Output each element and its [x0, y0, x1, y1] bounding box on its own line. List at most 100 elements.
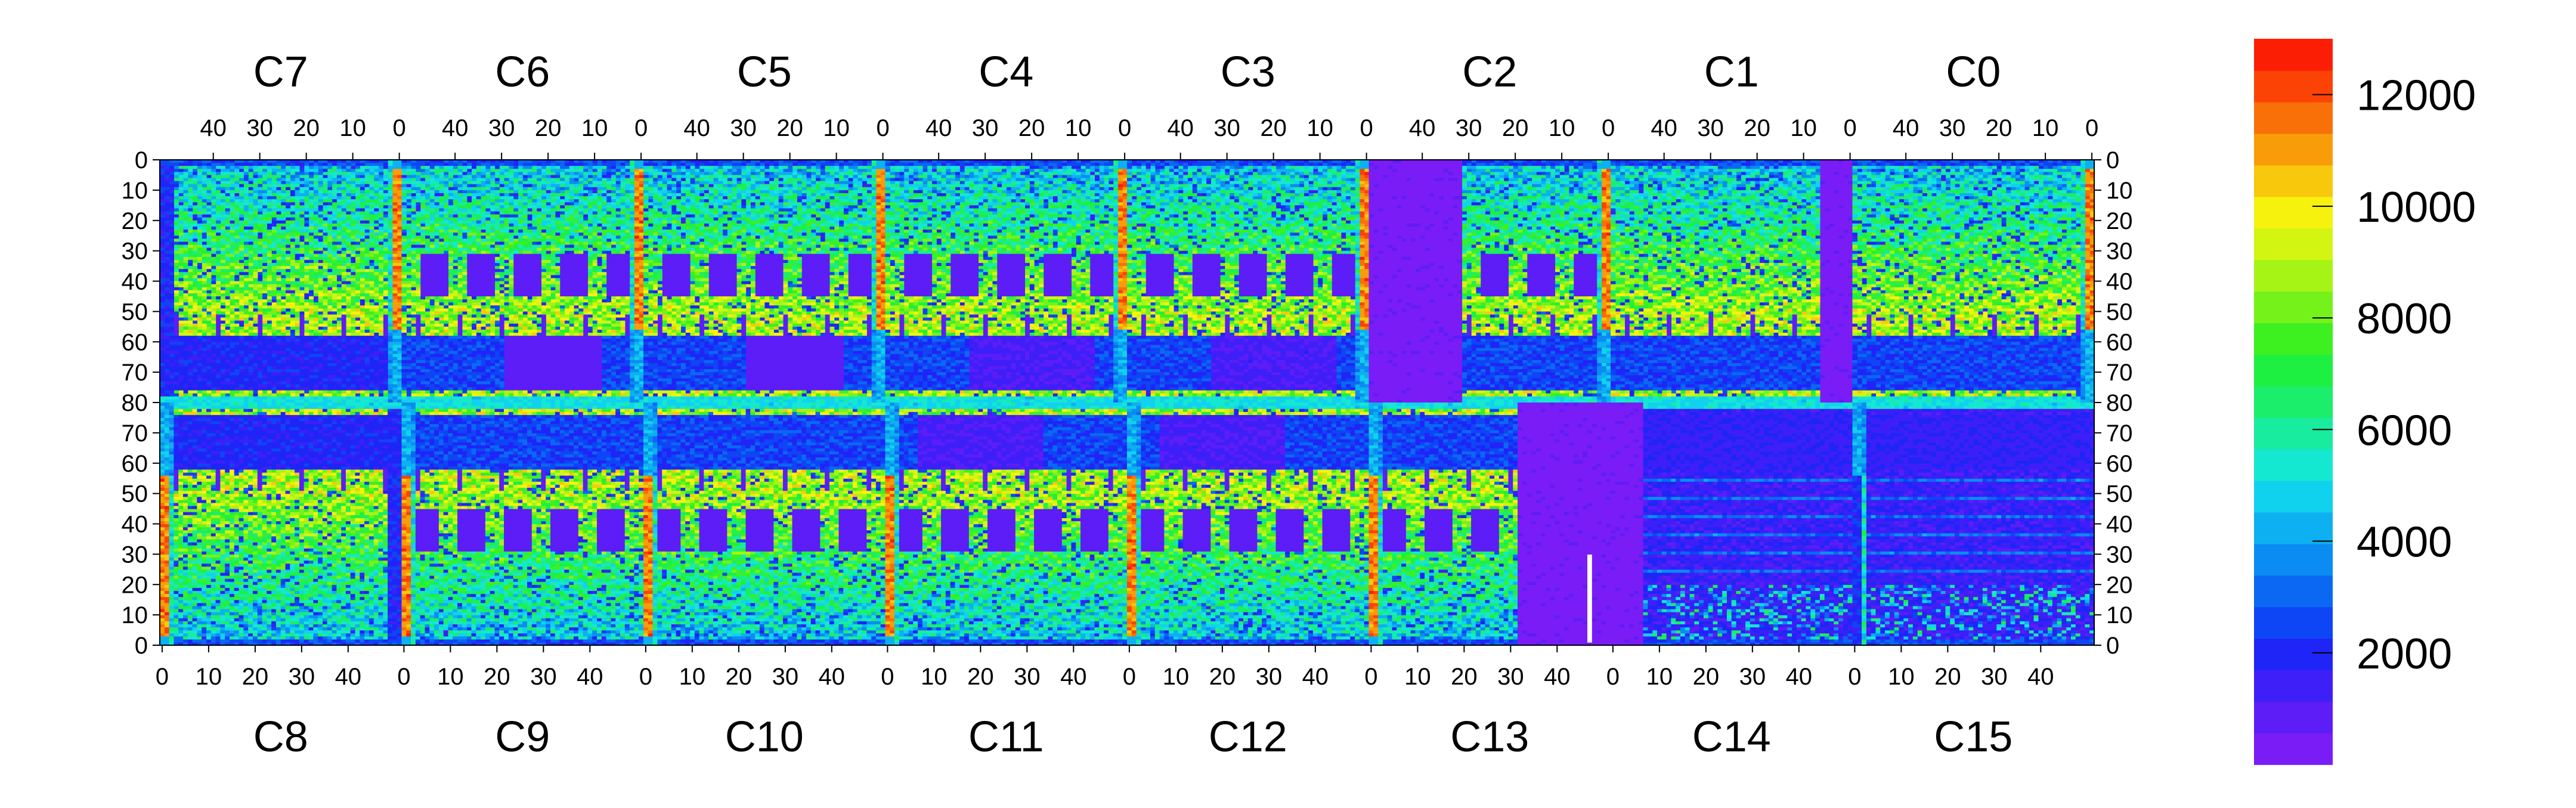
heatmap-cell [388, 351, 392, 355]
heatmap-cell [388, 388, 392, 391]
heatmap-cell [267, 293, 271, 297]
heatmap-cell [290, 354, 295, 358]
heatmap-cell [267, 215, 271, 218]
heatmap-cell [351, 366, 355, 370]
heatmap-cell [299, 208, 304, 212]
heatmap-cell [355, 278, 360, 281]
heatmap-cell [346, 163, 351, 166]
heatmap-cell [304, 400, 309, 403]
heatmap-cell [309, 172, 314, 175]
heatmap-cell [286, 324, 290, 327]
heatmap-cell [271, 227, 276, 230]
heatmap-cell [332, 190, 337, 194]
heatmap-cell [374, 202, 379, 206]
heatmap-cell [360, 269, 364, 273]
heatmap-cell [276, 218, 281, 221]
heatmap-cell [309, 205, 314, 209]
heatmap-cell [299, 199, 304, 203]
heatmap-cell [281, 299, 286, 303]
heatmap-cell [332, 372, 337, 376]
heatmap-cell [295, 299, 299, 303]
heatmap-cell [355, 345, 360, 348]
heatmap-cell [332, 293, 337, 297]
heatmap-cell [276, 284, 281, 288]
heatmap-cell [346, 394, 351, 397]
heatmap-cell [364, 375, 369, 379]
heatmap-cell [392, 342, 397, 345]
heatmap-cell [392, 248, 397, 252]
heatmap-cell [318, 333, 323, 336]
heatmap-cell [271, 244, 276, 248]
heatmap-cell [364, 251, 369, 255]
heatmap-cell [313, 318, 318, 321]
heatmap-cell [309, 254, 314, 258]
heatmap-cell [351, 218, 355, 221]
heatmap-cell [304, 330, 309, 333]
heatmap-cell [323, 324, 327, 327]
heatmap-cell [397, 281, 402, 285]
heatmap-cell [383, 181, 388, 185]
heatmap-cell [360, 397, 364, 400]
heatmap-cell [351, 287, 355, 291]
heatmap-cell [304, 202, 309, 206]
heatmap-cell [346, 169, 351, 172]
heatmap-cell [323, 400, 327, 403]
heatmap-cell [318, 257, 323, 261]
heatmap-cell [290, 400, 295, 403]
heatmap-cell [281, 242, 286, 245]
heatmap-cell [332, 175, 337, 178]
heatmap-cell [309, 169, 314, 172]
heatmap-cell [374, 290, 379, 294]
heatmap-cell [276, 342, 281, 345]
heatmap-cell [364, 397, 369, 400]
heatmap-cell [304, 354, 309, 358]
heatmap-cell [323, 266, 327, 270]
heatmap-cell [360, 388, 364, 391]
heatmap-cell [290, 348, 295, 351]
heatmap-cell [383, 184, 388, 188]
heatmap-cell [295, 227, 299, 230]
heatmap-cell [360, 327, 364, 330]
heatmap-cell [383, 299, 388, 303]
heatmap-cell [313, 215, 318, 218]
heatmap-cell [374, 378, 379, 382]
heatmap-cell [379, 381, 383, 385]
heatmap-cell [327, 260, 332, 264]
heatmap-cell [313, 242, 318, 245]
heatmap-cell [383, 269, 388, 273]
heatmap-cell [355, 218, 360, 221]
heatmap-cell [383, 239, 388, 242]
heatmap-cell [360, 384, 364, 388]
heatmap-cell [364, 333, 369, 336]
heatmap-cell [364, 236, 369, 239]
heatmap-cell [379, 178, 383, 182]
heatmap-cell [271, 196, 276, 200]
heatmap-cell [295, 394, 299, 397]
heatmap-cell [309, 181, 314, 185]
heatmap-cell [276, 242, 281, 245]
heatmap-cell [299, 333, 304, 336]
heatmap-cell [276, 193, 281, 197]
heatmap-cell [313, 257, 318, 261]
heatmap-cell [309, 224, 314, 227]
heatmap-cell [364, 287, 369, 291]
heatmap-cell [388, 178, 392, 182]
heatmap-cell [341, 400, 346, 403]
heatmap-cell [299, 360, 304, 364]
heatmap-cell [379, 311, 383, 315]
heatmap-cell [323, 199, 327, 203]
heatmap-cell [332, 375, 337, 379]
heatmap-cell [379, 227, 383, 230]
heatmap-cell [304, 233, 309, 236]
heatmap-cell [318, 375, 323, 379]
heatmap-cell [364, 360, 369, 364]
heatmap-cell [299, 233, 304, 236]
heatmap-cell [276, 360, 281, 364]
heatmap-cell [351, 178, 355, 182]
heatmap-cell [323, 175, 327, 178]
heatmap-cell [383, 175, 388, 178]
heatmap-cell [336, 187, 341, 191]
heatmap-cell [383, 251, 388, 255]
heatmap-cell [267, 281, 271, 285]
heatmap-cell [346, 293, 351, 297]
